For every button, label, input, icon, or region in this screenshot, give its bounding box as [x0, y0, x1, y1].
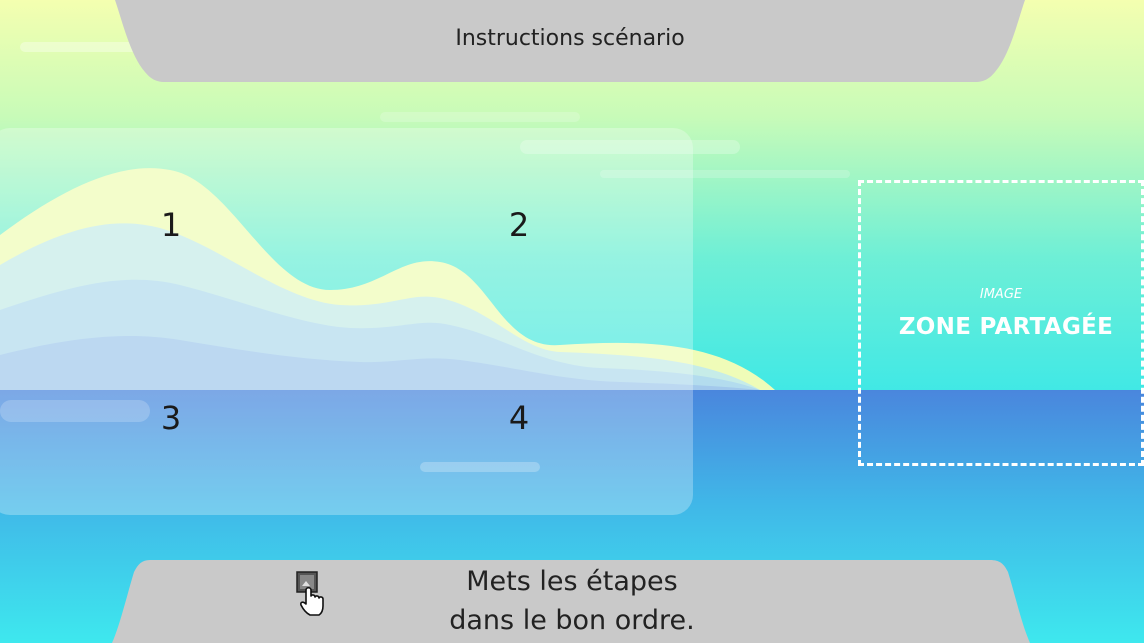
- instruction-line-2: dans le bon ordre.: [449, 605, 695, 636]
- drop-zone-small-label: IMAGE: [979, 287, 1023, 302]
- slot-2-number[interactable]: 2: [508, 206, 530, 244]
- steps-panel: [0, 128, 693, 515]
- instruction-bar-shape: [112, 560, 1030, 643]
- header-bar-shape: [115, 0, 1025, 82]
- slot-4-number[interactable]: 4: [508, 399, 530, 437]
- pointer-hand-icon[interactable]: [294, 570, 326, 618]
- instruction-bar: Mets les étapes dans le bon ordre.: [0, 560, 1144, 643]
- slot-1-number[interactable]: 1: [160, 206, 182, 244]
- header-bar: Instructions scénario: [0, 0, 1144, 82]
- instruction-line-1: Mets les étapes: [466, 566, 678, 597]
- slot-3-number[interactable]: 3: [160, 399, 182, 437]
- drop-zone-title: ZONE PARTAGÉE: [898, 314, 1114, 340]
- page-title: Instructions scénario: [455, 26, 685, 51]
- shared-image-drop-zone[interactable]: IMAGE ZONE PARTAGÉE: [858, 180, 1144, 466]
